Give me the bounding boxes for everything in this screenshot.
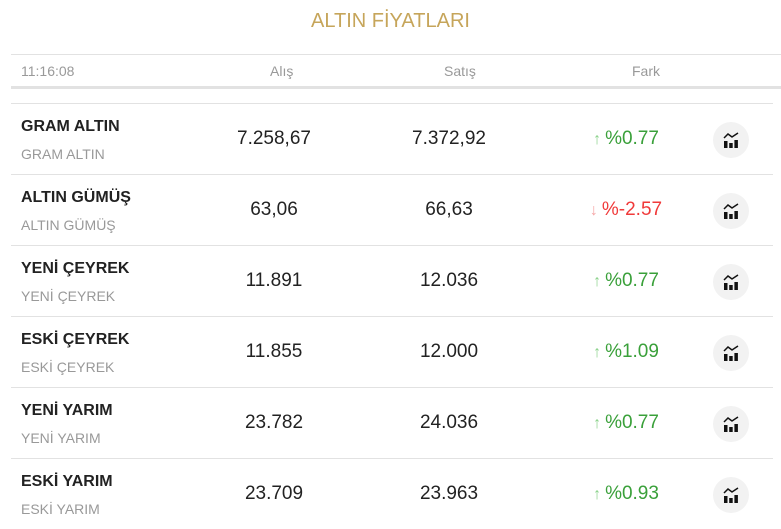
arrow-up-icon: ↑: [593, 344, 602, 361]
asset-subname: YENİ ÇEYREK: [21, 288, 116, 304]
sell-price: 24.036: [419, 412, 479, 433]
update-time: 11:16:08: [21, 63, 75, 79]
table-row[interactable]: ESKİ YARIM ESKİ YARIM 23.709 23.963 ↑ %0.…: [11, 458, 773, 529]
sell-price: 23.963: [419, 483, 479, 504]
buy-price: 23.782: [244, 412, 304, 433]
buy-price: 11.855: [245, 341, 303, 362]
chart-button[interactable]: [713, 477, 749, 513]
arrow-down-icon: ↓: [589, 202, 598, 219]
column-diff: Fark: [632, 63, 660, 79]
chart-icon: [723, 203, 739, 219]
chart-icon: [723, 345, 739, 361]
asset-name: ESKİ YARIM: [21, 473, 113, 490]
chart-icon: [723, 132, 739, 148]
chart-button[interactable]: [713, 193, 749, 229]
asset-name: ESKİ ÇEYREK: [21, 331, 130, 348]
table-header: 11:16:08 Alış Satış Fark: [11, 54, 781, 89]
sell-price: 7.372,92: [412, 128, 486, 149]
asset-name: ALTIN GÜMÜŞ: [21, 189, 131, 206]
change-value: %0.77: [605, 270, 659, 291]
column-buy: Alış: [270, 63, 294, 79]
price-table: GRAM ALTIN GRAM ALTIN 7.258,67 7.372,92 …: [11, 103, 773, 529]
buy-price: 11.891: [245, 270, 303, 291]
buy-price: 23.709: [244, 483, 304, 504]
chart-icon: [723, 487, 739, 503]
chart-icon: [723, 274, 739, 290]
arrow-up-icon: ↑: [593, 131, 602, 148]
chart-button[interactable]: [713, 406, 749, 442]
change-percent: ↑ %0.77: [566, 412, 686, 434]
change-value: %1.09: [605, 341, 659, 362]
asset-subname: GRAM ALTIN: [21, 146, 105, 162]
asset-subname: ESKİ ÇEYREK: [21, 359, 115, 375]
sell-price: 12.000: [419, 341, 479, 362]
change-value: %0.77: [605, 412, 659, 433]
table-row[interactable]: ALTIN GÜMÜŞ ALTIN GÜMÜŞ 63,06 66,63 ↓ %-2…: [11, 174, 773, 245]
arrow-up-icon: ↑: [593, 486, 602, 503]
sell-price: 66,63: [425, 199, 473, 220]
change-value: %-2.57: [601, 199, 663, 220]
change-percent: ↓ %-2.57: [566, 199, 686, 221]
arrow-up-icon: ↑: [593, 273, 602, 290]
buy-price: 63,06: [250, 199, 298, 220]
asset-subname: ALTIN GÜMÜŞ: [21, 217, 116, 233]
page-title: ALTIN FİYATLARI: [311, 10, 470, 32]
table-row[interactable]: GRAM ALTIN GRAM ALTIN 7.258,67 7.372,92 …: [11, 103, 773, 174]
table-row[interactable]: YENİ ÇEYREK YENİ ÇEYREK 11.891 12.036 ↑%…: [11, 245, 773, 316]
sell-price: 12.036: [419, 270, 479, 291]
asset-subname: YENİ YARIM: [21, 430, 101, 446]
chart-icon: [723, 416, 739, 432]
change-value: %0.77: [605, 128, 659, 149]
buy-price: 7.258,67: [237, 128, 311, 149]
table-row[interactable]: YENİ YARIM YENİ YARIM 23.782 24.036 ↑ %0.…: [11, 387, 773, 458]
chart-button[interactable]: [713, 335, 749, 371]
asset-name: YENİ ÇEYREK: [21, 260, 130, 277]
change-percent: ↑ %0.77: [566, 270, 686, 292]
chart-button[interactable]: [713, 122, 749, 158]
arrow-up-icon: ↑: [593, 415, 602, 432]
asset-name: YENİ YARIM: [21, 402, 113, 419]
asset-subname: ESKİ YARIM: [21, 501, 100, 517]
change-value: %0.93: [605, 483, 659, 504]
chart-button[interactable]: [713, 264, 749, 300]
column-sell: Satış: [444, 63, 476, 79]
change-percent: ↑ %0.77: [566, 128, 686, 150]
change-percent: ↑ %0.93: [566, 483, 686, 505]
change-percent: ↑ %1.09: [566, 341, 686, 363]
asset-name: GRAM ALTIN: [21, 118, 120, 135]
table-row[interactable]: ESKİ ÇEYREK ESKİ ÇEYREK 11.855 12.000 ↑%…: [11, 316, 773, 387]
